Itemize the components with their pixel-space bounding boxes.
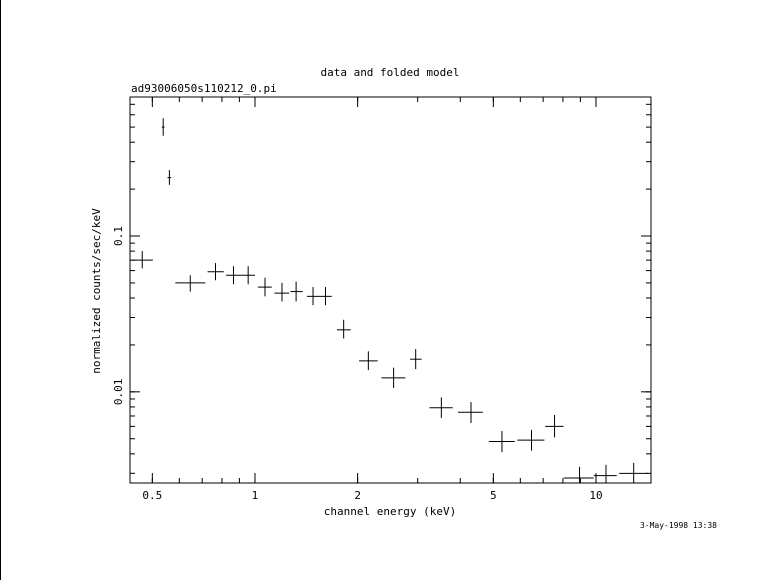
y-tick-label: 0.01 xyxy=(112,379,125,406)
y-axis-label: normalized counts/sec/keV xyxy=(90,208,103,374)
left-border-line xyxy=(0,0,1,580)
x-tick-label: 1 xyxy=(252,489,259,502)
x-tick-label: 0.5 xyxy=(142,489,162,502)
x-tick-label: 10 xyxy=(589,489,602,502)
y-tick-label: 0.1 xyxy=(112,226,125,246)
chart-title: data and folded model xyxy=(320,66,459,79)
plot-frame xyxy=(129,96,652,484)
chart-subtitle: ad93006050s110212_0.pi xyxy=(131,82,277,95)
footer-timestamp: 3-May-1998 13:38 xyxy=(640,521,717,530)
plot-area: 0.5 1 2 5 10 0.1 0.01 xyxy=(112,96,652,502)
x-tick-label: 2 xyxy=(354,489,361,502)
x-tick-label: 5 xyxy=(490,489,497,502)
x-axis-label: channel energy (keV) xyxy=(324,505,456,518)
